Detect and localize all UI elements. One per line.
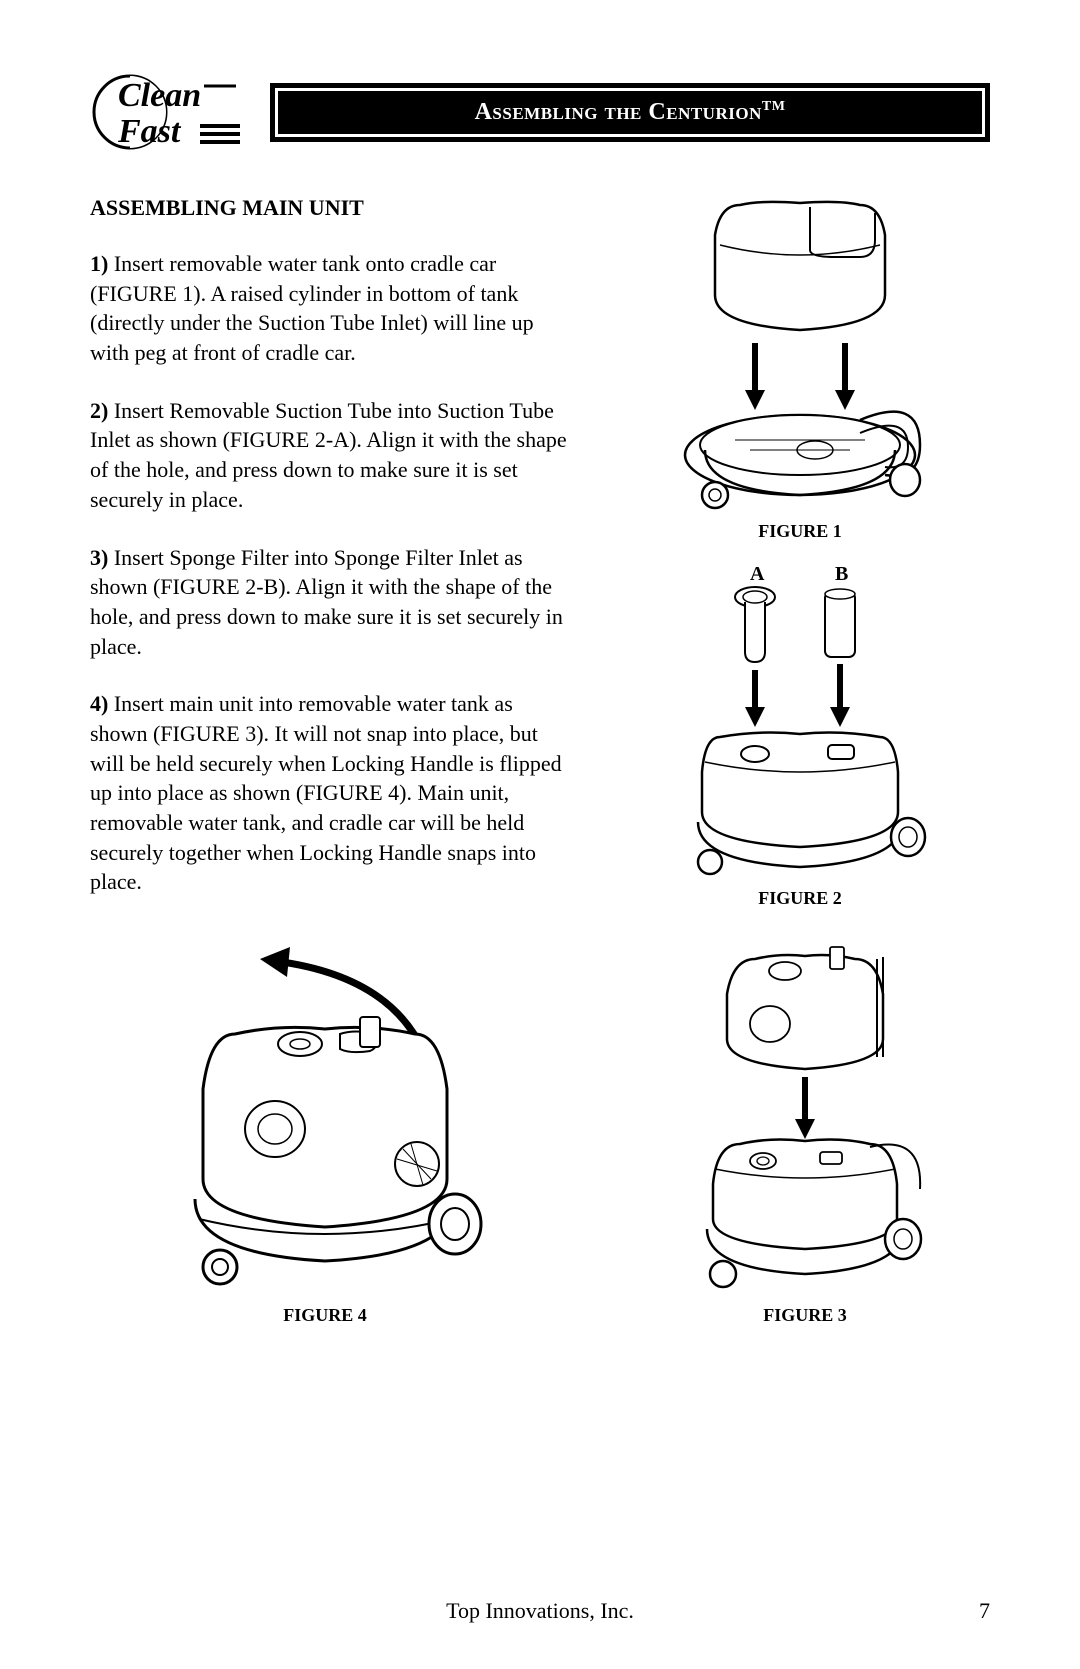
step-3: 3) Insert Sponge Filter into Sponge Filt… [90, 543, 570, 662]
figures-column: FIGURE 1 A B [610, 195, 990, 929]
bottom-figures-row: FIGURE 4 [90, 939, 990, 1346]
step-number: 3) [90, 545, 108, 570]
section-heading: ASSEMBLING MAIN UNIT [90, 195, 570, 221]
step-text: Insert removable water tank onto cradle … [90, 251, 534, 365]
footer-company: Top Innovations, Inc. [446, 1598, 634, 1624]
svg-text:Clean: Clean [118, 77, 201, 114]
step-number: 2) [90, 398, 108, 423]
figure-2: A B [660, 562, 940, 929]
step-number: 1) [90, 251, 108, 276]
page-title-text: Assembling the Centurion [475, 99, 762, 125]
svg-text:B: B [835, 563, 848, 585]
page-title-banner: Assembling the CenturionTM [270, 83, 990, 142]
brand-logo: Clean Fast [90, 70, 240, 155]
step-number: 4) [90, 691, 108, 716]
svg-text:Fast: Fast [117, 113, 182, 150]
figure-4: FIGURE 4 [125, 939, 525, 1346]
step-text: Insert Removable Suction Tube into Sucti… [90, 398, 567, 512]
step-text: Insert main unit into removable water ta… [90, 691, 562, 894]
figure-2-caption: FIGURE 2 [758, 888, 842, 909]
step-1: 1) Insert removable water tank onto crad… [90, 249, 570, 368]
figure-3: FIGURE 3 [655, 939, 955, 1346]
step-text: Insert Sponge Filter into Sponge Filter … [90, 545, 563, 659]
instructions-column: ASSEMBLING MAIN UNIT 1) Insert removable… [90, 195, 570, 929]
trademark-symbol: TM [762, 99, 786, 114]
step-2: 2) Insert Removable Suction Tube into Su… [90, 396, 570, 515]
header-row: Clean Fast Assembling the CenturionTM [90, 70, 990, 155]
footer-page-number: 7 [979, 1598, 990, 1624]
svg-text:A: A [750, 563, 765, 585]
figure-4-caption: FIGURE 4 [283, 1305, 367, 1326]
page-footer: Top Innovations, Inc. 7 [0, 1598, 1080, 1624]
figure-3-caption: FIGURE 3 [763, 1305, 847, 1326]
figure-1: FIGURE 1 [660, 195, 940, 562]
content-area: ASSEMBLING MAIN UNIT 1) Insert removable… [90, 195, 990, 929]
step-4: 4) Insert main unit into removable water… [90, 689, 570, 897]
figure-1-caption: FIGURE 1 [758, 521, 842, 542]
